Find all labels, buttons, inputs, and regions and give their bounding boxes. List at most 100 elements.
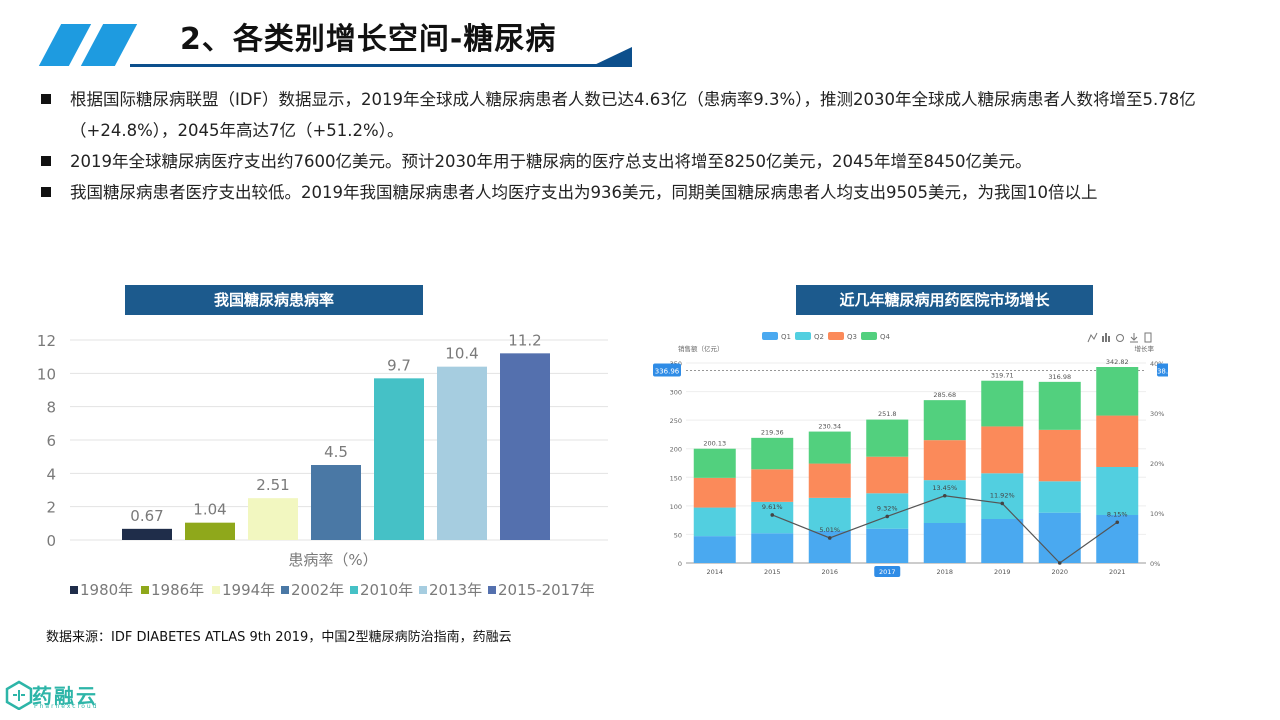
bar <box>500 353 550 540</box>
y-right-tick-label: 0% <box>1150 560 1160 568</box>
legend-swatch <box>488 586 496 594</box>
refresh-icon-shape <box>1116 334 1124 342</box>
y-right-tick-label: 40% <box>1150 360 1164 368</box>
data-view-icon-shape <box>1144 332 1152 343</box>
x-tick-label: 2017 <box>879 568 896 576</box>
y-right-tick-label: 20% <box>1150 460 1164 468</box>
x-tick-label: 2019 <box>994 568 1011 576</box>
legend-label: 2002年 <box>291 581 344 599</box>
bullet-item: 根据国际糖尿病联盟（IDF）数据显示，2019年全球成人糖尿病患者人数已达4.6… <box>40 84 1270 146</box>
prevalence-bar-chart: 0 2 4 6 8 10 12 0.67 1.04 2.51 4.5 9.7 10.4 11.2 患病率（%… <box>37 331 608 599</box>
y-tick-label: 50 <box>674 531 682 539</box>
stacked-bar-segment <box>808 497 851 531</box>
line-chart-icon <box>1087 332 1098 343</box>
stacked-bar-segment <box>808 431 851 464</box>
stacked-bar-segment <box>1038 381 1081 430</box>
y-tick-label: 12 <box>37 332 56 350</box>
logo-subtext: Pharnexcloud <box>34 703 99 710</box>
growth-point <box>942 493 947 498</box>
legend-swatch <box>350 586 358 594</box>
company-logo-icon <box>5 680 33 710</box>
y-right-tick-label: 10% <box>1150 510 1164 518</box>
stacked-bar-segment <box>866 419 909 457</box>
right-marker-label: 38.51 <box>1157 367 1168 375</box>
x-axis-label: 患病率（%） <box>288 551 377 569</box>
bar-total-label: 319.71 <box>991 371 1014 379</box>
legend-swatch <box>861 332 877 340</box>
bar-total-label: 316.98 <box>1048 373 1071 381</box>
bar-total-label: 230.34 <box>818 422 841 430</box>
logo-text: 药融云 <box>32 684 98 708</box>
legend-swatch <box>419 586 427 594</box>
stacked-bar-segment <box>981 380 1024 427</box>
stacked-bar-segment <box>1096 367 1139 416</box>
stacked-bar-segment <box>808 531 851 563</box>
refresh-icon <box>1116 334 1124 342</box>
stacked-bar-segment <box>693 536 736 563</box>
y-tick-label: 200 <box>670 446 682 454</box>
y-tick-label: 6 <box>46 432 56 450</box>
legend-label: Q1 <box>781 333 791 341</box>
legend-label: Q4 <box>880 333 891 341</box>
bullet-item: 2019年全球糖尿病医疗支出约7600亿美元。预计2030年用于糖尿病的医疗总支… <box>40 146 1270 177</box>
legend-label: Q3 <box>847 333 857 341</box>
stacked-bar-segment <box>693 507 736 537</box>
chart2-title: 近几年糖尿病用药医院市场增长 <box>796 285 1093 315</box>
stacked-bar-segment <box>693 448 736 478</box>
stacked-bar-segment <box>866 456 909 494</box>
bar-chart-icon-shape <box>1105 333 1107 342</box>
y-tick-label: 8 <box>46 399 56 417</box>
y-tick-label: 4 <box>46 465 56 483</box>
bar-total-label: 342.82 <box>1106 358 1129 366</box>
left-axis-title: 销售额（亿元） <box>678 344 724 353</box>
bar-value-label: 10.4 <box>445 345 478 363</box>
slide-header: 2、各类别增长空间-糖尿病 <box>0 0 1280 70</box>
line-chart-icon-shape <box>1087 332 1098 343</box>
stacked-bar-segment <box>1096 467 1139 515</box>
legend-swatch <box>212 586 220 594</box>
bar <box>248 498 298 540</box>
legend-swatch <box>762 332 778 340</box>
stacked-bar-segment <box>923 400 966 441</box>
growth-point <box>770 513 775 517</box>
stacked-bar-segment <box>693 477 736 508</box>
legend-swatch <box>281 586 289 594</box>
stacked-bar-segment <box>981 473 1024 519</box>
bullet-item: 我国糖尿病患者医疗支出较低。2019年我国糖尿病患者人均医疗支出为936美元，同… <box>40 177 1270 208</box>
title-underline <box>130 64 600 67</box>
stacked-bar-segment <box>923 480 966 523</box>
growth-point <box>1000 501 1005 506</box>
bar-total-label: 219.36 <box>761 429 784 437</box>
legend-label: 1980年 <box>80 581 133 599</box>
growth-point <box>885 514 890 519</box>
stacked-bar-segment <box>751 437 794 470</box>
stacked-bar-segment <box>981 519 1024 563</box>
growth-point <box>1057 561 1062 565</box>
legend-label: 2010年 <box>360 581 413 599</box>
stacked-bar-segment <box>751 501 794 534</box>
left-marker-label: 336.96 <box>655 367 680 375</box>
legend-label: 2013年 <box>429 581 482 599</box>
bar-total-label: 200.13 <box>703 440 726 448</box>
download-icon <box>1130 333 1138 343</box>
page-title: 2、各类别增长空间-糖尿病 <box>180 22 557 57</box>
left-marker-box <box>653 363 681 377</box>
x-tick-label: 2015 <box>764 568 781 576</box>
bar <box>311 465 361 540</box>
x-tick-label: 2018 <box>936 568 953 576</box>
bar-value-label: 2.51 <box>256 476 289 494</box>
bar <box>437 366 487 540</box>
y-tick-label: 300 <box>670 389 682 397</box>
growth-label: 9.32% <box>877 504 898 512</box>
bar-total-label: 285.68 <box>933 391 956 399</box>
y-tick-label: 250 <box>670 417 682 425</box>
stacked-bar-segment <box>808 463 851 498</box>
growth-label: 13.45% <box>932 484 957 492</box>
bar-chart-icon-shape <box>1108 336 1110 342</box>
growth-label: 5.01% <box>819 526 840 534</box>
chart1-title: 我国糖尿病患病率 <box>125 285 423 315</box>
legend-label: 2015-2017年 <box>498 581 595 599</box>
data-view-icon <box>1144 332 1152 343</box>
highlight-tick-box <box>874 566 901 577</box>
stacked-bar-segment <box>1096 415 1139 467</box>
